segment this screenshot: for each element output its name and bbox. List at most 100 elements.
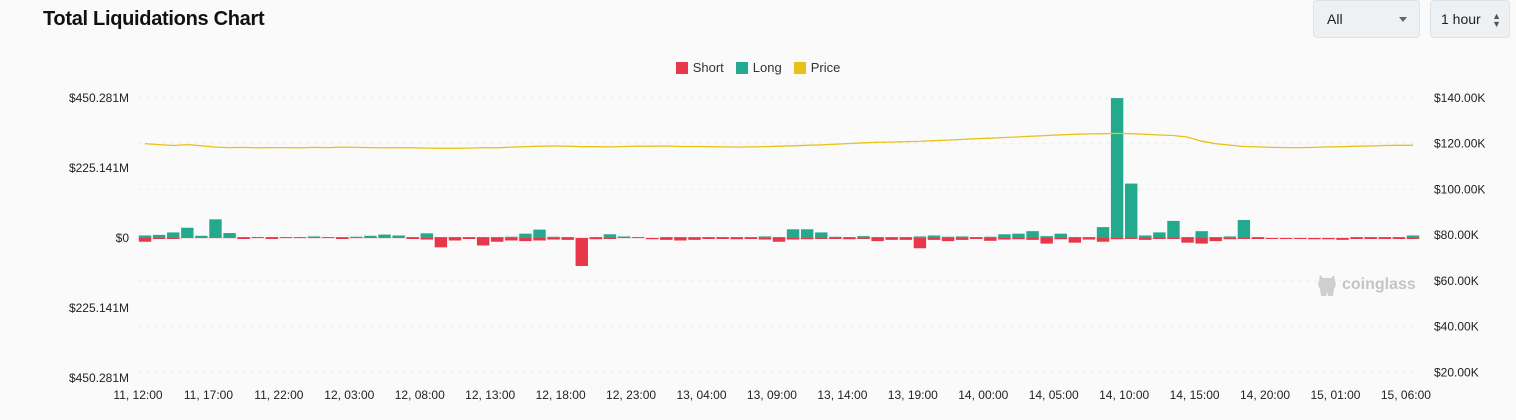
long-bar [815, 232, 828, 238]
x-axis-tick-label: 15, 01:00 [1310, 388, 1360, 402]
long-bar [547, 236, 560, 238]
short-bar [265, 238, 279, 239]
short-bar [420, 238, 434, 240]
short-bar [646, 238, 659, 240]
legend-item-short[interactable]: Short [675, 60, 724, 75]
short-bar [561, 238, 574, 240]
long-bar [1364, 237, 1377, 238]
legend-item-long[interactable]: Long [735, 60, 782, 75]
long-bar [702, 237, 715, 238]
short-bar [1336, 238, 1349, 240]
short-bar [1209, 238, 1222, 242]
long-bar [744, 237, 758, 238]
short-bar [1223, 238, 1237, 240]
long-bar [519, 233, 532, 238]
long-bar [1392, 237, 1406, 238]
legend-item-price[interactable]: Price [793, 60, 840, 75]
short-bar [688, 238, 701, 240]
long-bar [420, 233, 434, 238]
range-select[interactable]: All [1313, 0, 1420, 38]
long-bar [1350, 237, 1363, 238]
long-bar [927, 235, 941, 238]
legend-label-short: Short [692, 60, 724, 75]
left-axis-tick-label: $0 [116, 231, 130, 245]
long-bar [251, 237, 264, 238]
short-bar [674, 238, 687, 241]
long-bar [336, 237, 349, 238]
short-bar [970, 238, 983, 239]
short-bar [1350, 238, 1363, 239]
long-bar [631, 237, 645, 238]
long-bar [674, 237, 687, 238]
short-bar [1054, 238, 1067, 240]
short-bar [152, 238, 166, 239]
short-bar [519, 238, 532, 242]
short-bar [138, 238, 152, 242]
long-bar [223, 233, 236, 238]
short-bar [336, 238, 349, 239]
long-bar [279, 237, 293, 238]
long-bar [1082, 237, 1096, 238]
long-bar [392, 235, 405, 238]
short-bar [1364, 238, 1377, 239]
long-bar [829, 236, 842, 238]
short-bar [716, 238, 729, 239]
short-bar [1406, 238, 1420, 239]
long-bar [462, 237, 476, 238]
short-bar [1237, 238, 1251, 239]
chart-title: Total Liquidations Chart [43, 8, 265, 30]
short-bar [1308, 238, 1321, 240]
right-axis-tick-label: $100.00K [1434, 182, 1485, 196]
long-bar [843, 237, 856, 238]
long-bar [533, 229, 546, 238]
long-bar [1237, 219, 1251, 238]
long-bar [293, 237, 307, 238]
long-bar [1012, 233, 1025, 238]
interval-select[interactable]: 1 hour ▲ ▼ [1430, 0, 1510, 38]
x-axis-tick-label: 13, 09:00 [747, 388, 797, 402]
legend-swatch-long [735, 61, 748, 74]
long-bar [1223, 236, 1237, 238]
x-axis-tick-label: 14, 10:00 [1099, 388, 1149, 402]
long-bar [1378, 237, 1391, 238]
long-bar [1195, 231, 1208, 238]
long-bar [617, 236, 631, 238]
long-bar [181, 227, 194, 238]
short-bar [1265, 238, 1279, 239]
long-bar [350, 236, 363, 238]
left-axis-tick-label: $225.141M [69, 301, 129, 315]
long-bar [660, 237, 673, 238]
long-bar [885, 237, 898, 238]
short-bar [448, 238, 462, 241]
long-bar [603, 234, 617, 238]
long-bar [448, 237, 462, 238]
long-bar [955, 236, 969, 238]
legend-label-long: Long [752, 60, 782, 75]
x-axis-tick-label: 14, 15:00 [1170, 388, 1220, 402]
long-bar [772, 237, 786, 238]
short-bar [1322, 238, 1335, 240]
short-bar [927, 238, 941, 240]
short-bar [505, 238, 518, 241]
long-bar [434, 237, 448, 238]
short-bar [702, 238, 715, 239]
short-bar [406, 238, 419, 239]
short-bar [829, 238, 842, 239]
short-bar [575, 238, 588, 266]
long-bar [1181, 237, 1194, 238]
right-axis-tick-label: $120.00K [1434, 137, 1485, 151]
long-bar [786, 229, 800, 238]
long-bar [688, 237, 701, 238]
short-bar [1251, 238, 1265, 239]
long-bar [970, 237, 983, 238]
short-bar [1082, 238, 1096, 240]
short-bar [660, 238, 673, 240]
right-axis-tick-label: $80.00K [1434, 228, 1479, 242]
price-line [144, 132, 1413, 149]
long-bar [209, 219, 222, 238]
short-bar [603, 238, 617, 239]
short-bar [589, 238, 603, 240]
x-axis-tick-label: 12, 18:00 [536, 388, 586, 402]
long-bar [195, 235, 208, 238]
short-bar [1068, 238, 1082, 243]
